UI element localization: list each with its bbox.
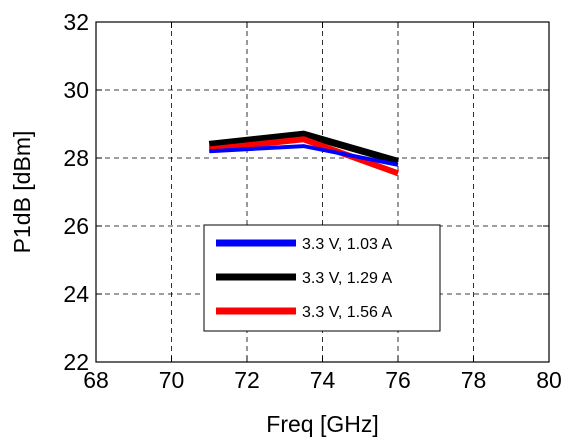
x-tick-labels: 68 70 72 74 76 78 80: [83, 367, 562, 393]
x-tick-label: 72: [234, 367, 260, 393]
series-line-1: [209, 144, 399, 167]
legend-label-3: 3.3 V, 1.56 A: [302, 304, 392, 321]
y-tick-label: 32: [63, 9, 89, 35]
x-tick-label: 74: [310, 367, 336, 393]
x-tick-label: 68: [83, 367, 109, 393]
x-tick-label: 80: [536, 367, 562, 393]
tick-marks: [95, 21, 550, 363]
x-tick-label: 70: [159, 367, 185, 393]
y-axis-title: P1dB [dBm]: [9, 131, 35, 254]
series-lines: [208, 130, 400, 177]
x-tick-label: 78: [461, 367, 487, 393]
y-tick-label: 26: [63, 213, 89, 239]
x-axis-title: Freq [GHz]: [266, 411, 378, 437]
legend-label-2: 3.3 V, 1.29 A: [302, 270, 392, 287]
series-line-3: [208, 136, 400, 177]
legend-label-1: 3.3 V, 1.03 A: [302, 236, 392, 253]
legend: 3.3 V, 1.03 A 3.3 V, 1.29 A 3.3 V, 1.56 A: [203, 224, 441, 332]
y-tick-label: 28: [63, 145, 89, 171]
y-tick-label: 30: [63, 77, 89, 103]
y-tick-label: 22: [63, 349, 89, 375]
y-tick-label: 24: [63, 281, 89, 307]
x-tick-label: 76: [385, 367, 411, 393]
y-tick-labels: 22 24 26 28 30 32: [63, 9, 89, 375]
series-line-2: [208, 130, 399, 165]
